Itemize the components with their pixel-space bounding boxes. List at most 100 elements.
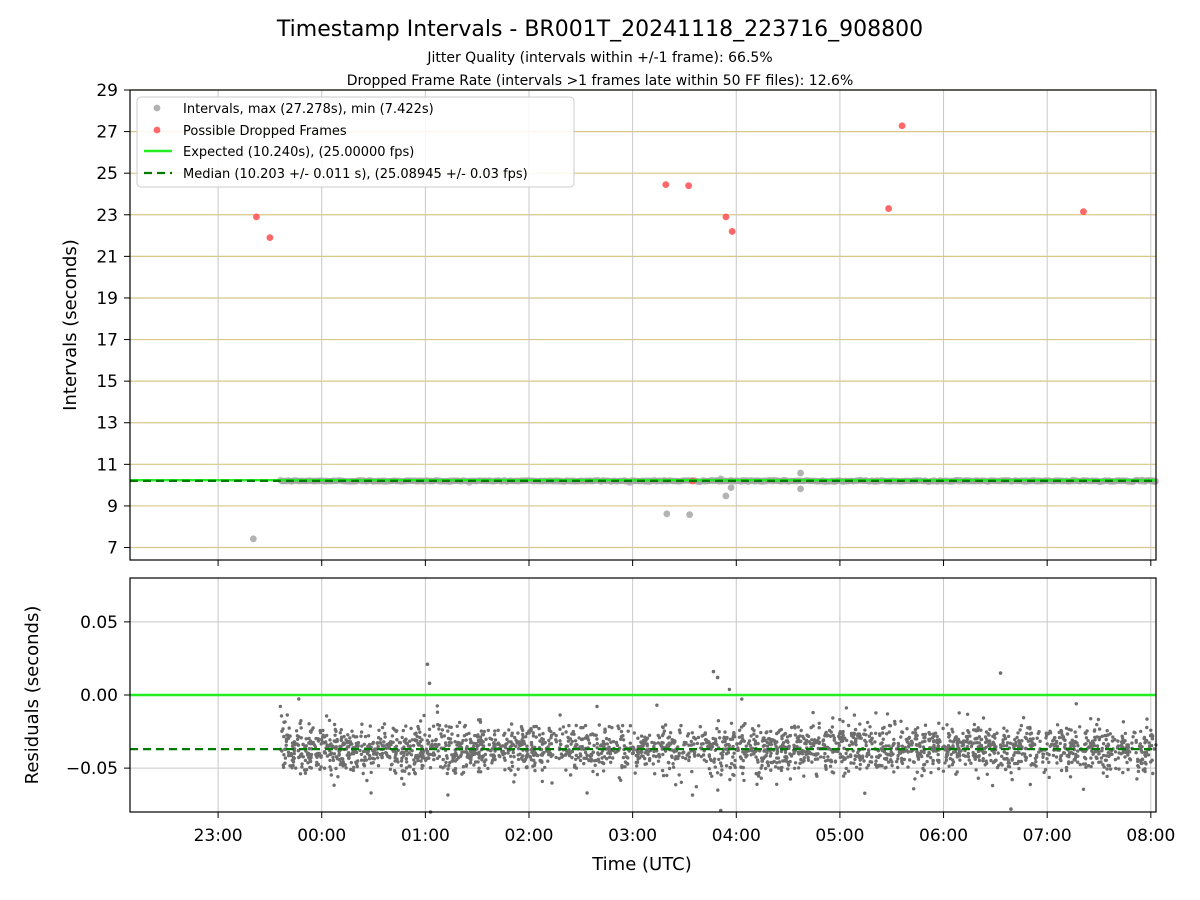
residual-point [418, 730, 422, 734]
residual-point [360, 744, 364, 748]
residual-point [863, 791, 867, 795]
residual-point [609, 740, 613, 744]
residual-point [279, 714, 284, 718]
residual-point [830, 770, 834, 774]
residual-point [1110, 739, 1115, 743]
residual-point [1006, 734, 1011, 739]
residual-point [854, 737, 858, 741]
residual-point [824, 767, 828, 771]
residual-point [998, 671, 1003, 675]
residual-point [724, 752, 729, 756]
residual-point [698, 725, 702, 729]
residual-point [771, 738, 775, 742]
residual-point [1005, 729, 1009, 733]
legend-entry: Median (10.203 +/- 0.011 s), (25.08945 +… [183, 167, 528, 182]
residual-point [1116, 744, 1121, 748]
interval-point [249, 535, 257, 543]
residual-point [915, 750, 919, 754]
residual-point [1130, 741, 1134, 745]
residual-point [775, 782, 779, 786]
residual-point [648, 757, 652, 761]
residual-point [1052, 737, 1056, 742]
residual-point [596, 752, 600, 756]
residual-point [1143, 760, 1147, 765]
residual-point [610, 725, 614, 730]
residual-point [356, 743, 360, 748]
residual-point [420, 756, 425, 760]
residual-point [892, 737, 896, 742]
residual-point [448, 737, 453, 741]
residual-point [1121, 720, 1126, 724]
residual-point [453, 759, 458, 763]
residual-point [887, 723, 892, 728]
residual-point [386, 754, 390, 759]
residual-point [719, 764, 724, 768]
residual-point [826, 755, 830, 759]
residual-point [936, 752, 940, 757]
residual-point [867, 748, 871, 752]
residual-point [754, 771, 758, 776]
residual-point [431, 751, 436, 755]
residual-point [338, 731, 342, 735]
residual-point [378, 752, 382, 757]
residual-point [951, 750, 956, 754]
residual-point [909, 749, 913, 753]
residual-point [905, 739, 909, 744]
residual-point [852, 713, 857, 717]
residual-point [489, 753, 493, 757]
residual-point [621, 723, 625, 728]
residual-point [784, 758, 788, 762]
residual-point [404, 757, 408, 761]
residual-point [488, 748, 492, 752]
residual-point [838, 717, 842, 722]
residual-point [858, 733, 862, 738]
residual-point [900, 756, 904, 761]
residual-point [440, 728, 445, 732]
residual-point [663, 723, 668, 727]
residual-point [479, 742, 483, 747]
residual-point [1107, 754, 1111, 759]
residual-point [390, 734, 395, 738]
residual-point [1035, 736, 1039, 740]
residual-point [1004, 767, 1008, 771]
residual-point [1070, 738, 1075, 742]
residual-point [785, 739, 790, 743]
residual-point [844, 751, 848, 756]
residual-point [870, 755, 874, 759]
residual-point [667, 741, 671, 745]
residual-point [877, 732, 882, 736]
residual-point [1137, 765, 1141, 769]
residual-point [812, 741, 816, 745]
residual-point [486, 728, 490, 733]
residual-point [979, 728, 983, 732]
residual-point [409, 753, 414, 757]
residual-point [339, 738, 343, 742]
residual-point [304, 768, 309, 772]
residual-point [1006, 761, 1010, 765]
residual-point [1003, 757, 1007, 761]
residual-point [763, 766, 768, 771]
residual-point [732, 773, 736, 777]
residual-point [1018, 742, 1023, 746]
residual-point [634, 760, 638, 765]
residual-point [393, 755, 397, 760]
residual-point [540, 737, 544, 741]
residual-point [809, 752, 813, 756]
residual-point [354, 760, 358, 764]
residual-point [684, 756, 688, 761]
residual-point [363, 755, 367, 759]
residual-point [1014, 740, 1018, 745]
residual-point [334, 747, 338, 751]
residual-point [972, 728, 976, 732]
residual-point [852, 761, 856, 765]
residual-point [549, 742, 554, 746]
top-y-axis-label: Intervals (seconds) [60, 239, 81, 411]
residual-point [1093, 728, 1097, 732]
residual-point [912, 760, 916, 764]
residual-point [935, 734, 939, 739]
residual-point [762, 736, 766, 740]
interval-point [722, 492, 730, 500]
residual-point [808, 742, 813, 746]
residual-point [976, 755, 981, 759]
residual-point [858, 762, 862, 767]
